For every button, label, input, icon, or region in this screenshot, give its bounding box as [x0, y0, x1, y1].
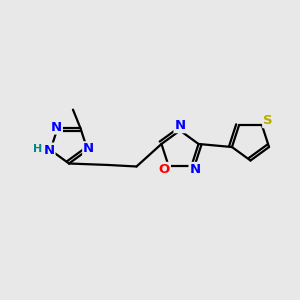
Text: N: N: [51, 121, 62, 134]
Text: N: N: [174, 119, 186, 132]
Text: S: S: [263, 114, 273, 127]
Text: N: N: [190, 163, 201, 176]
Text: H: H: [33, 144, 43, 154]
Text: O: O: [159, 163, 170, 176]
Text: N: N: [44, 143, 55, 157]
Text: N: N: [83, 142, 94, 155]
